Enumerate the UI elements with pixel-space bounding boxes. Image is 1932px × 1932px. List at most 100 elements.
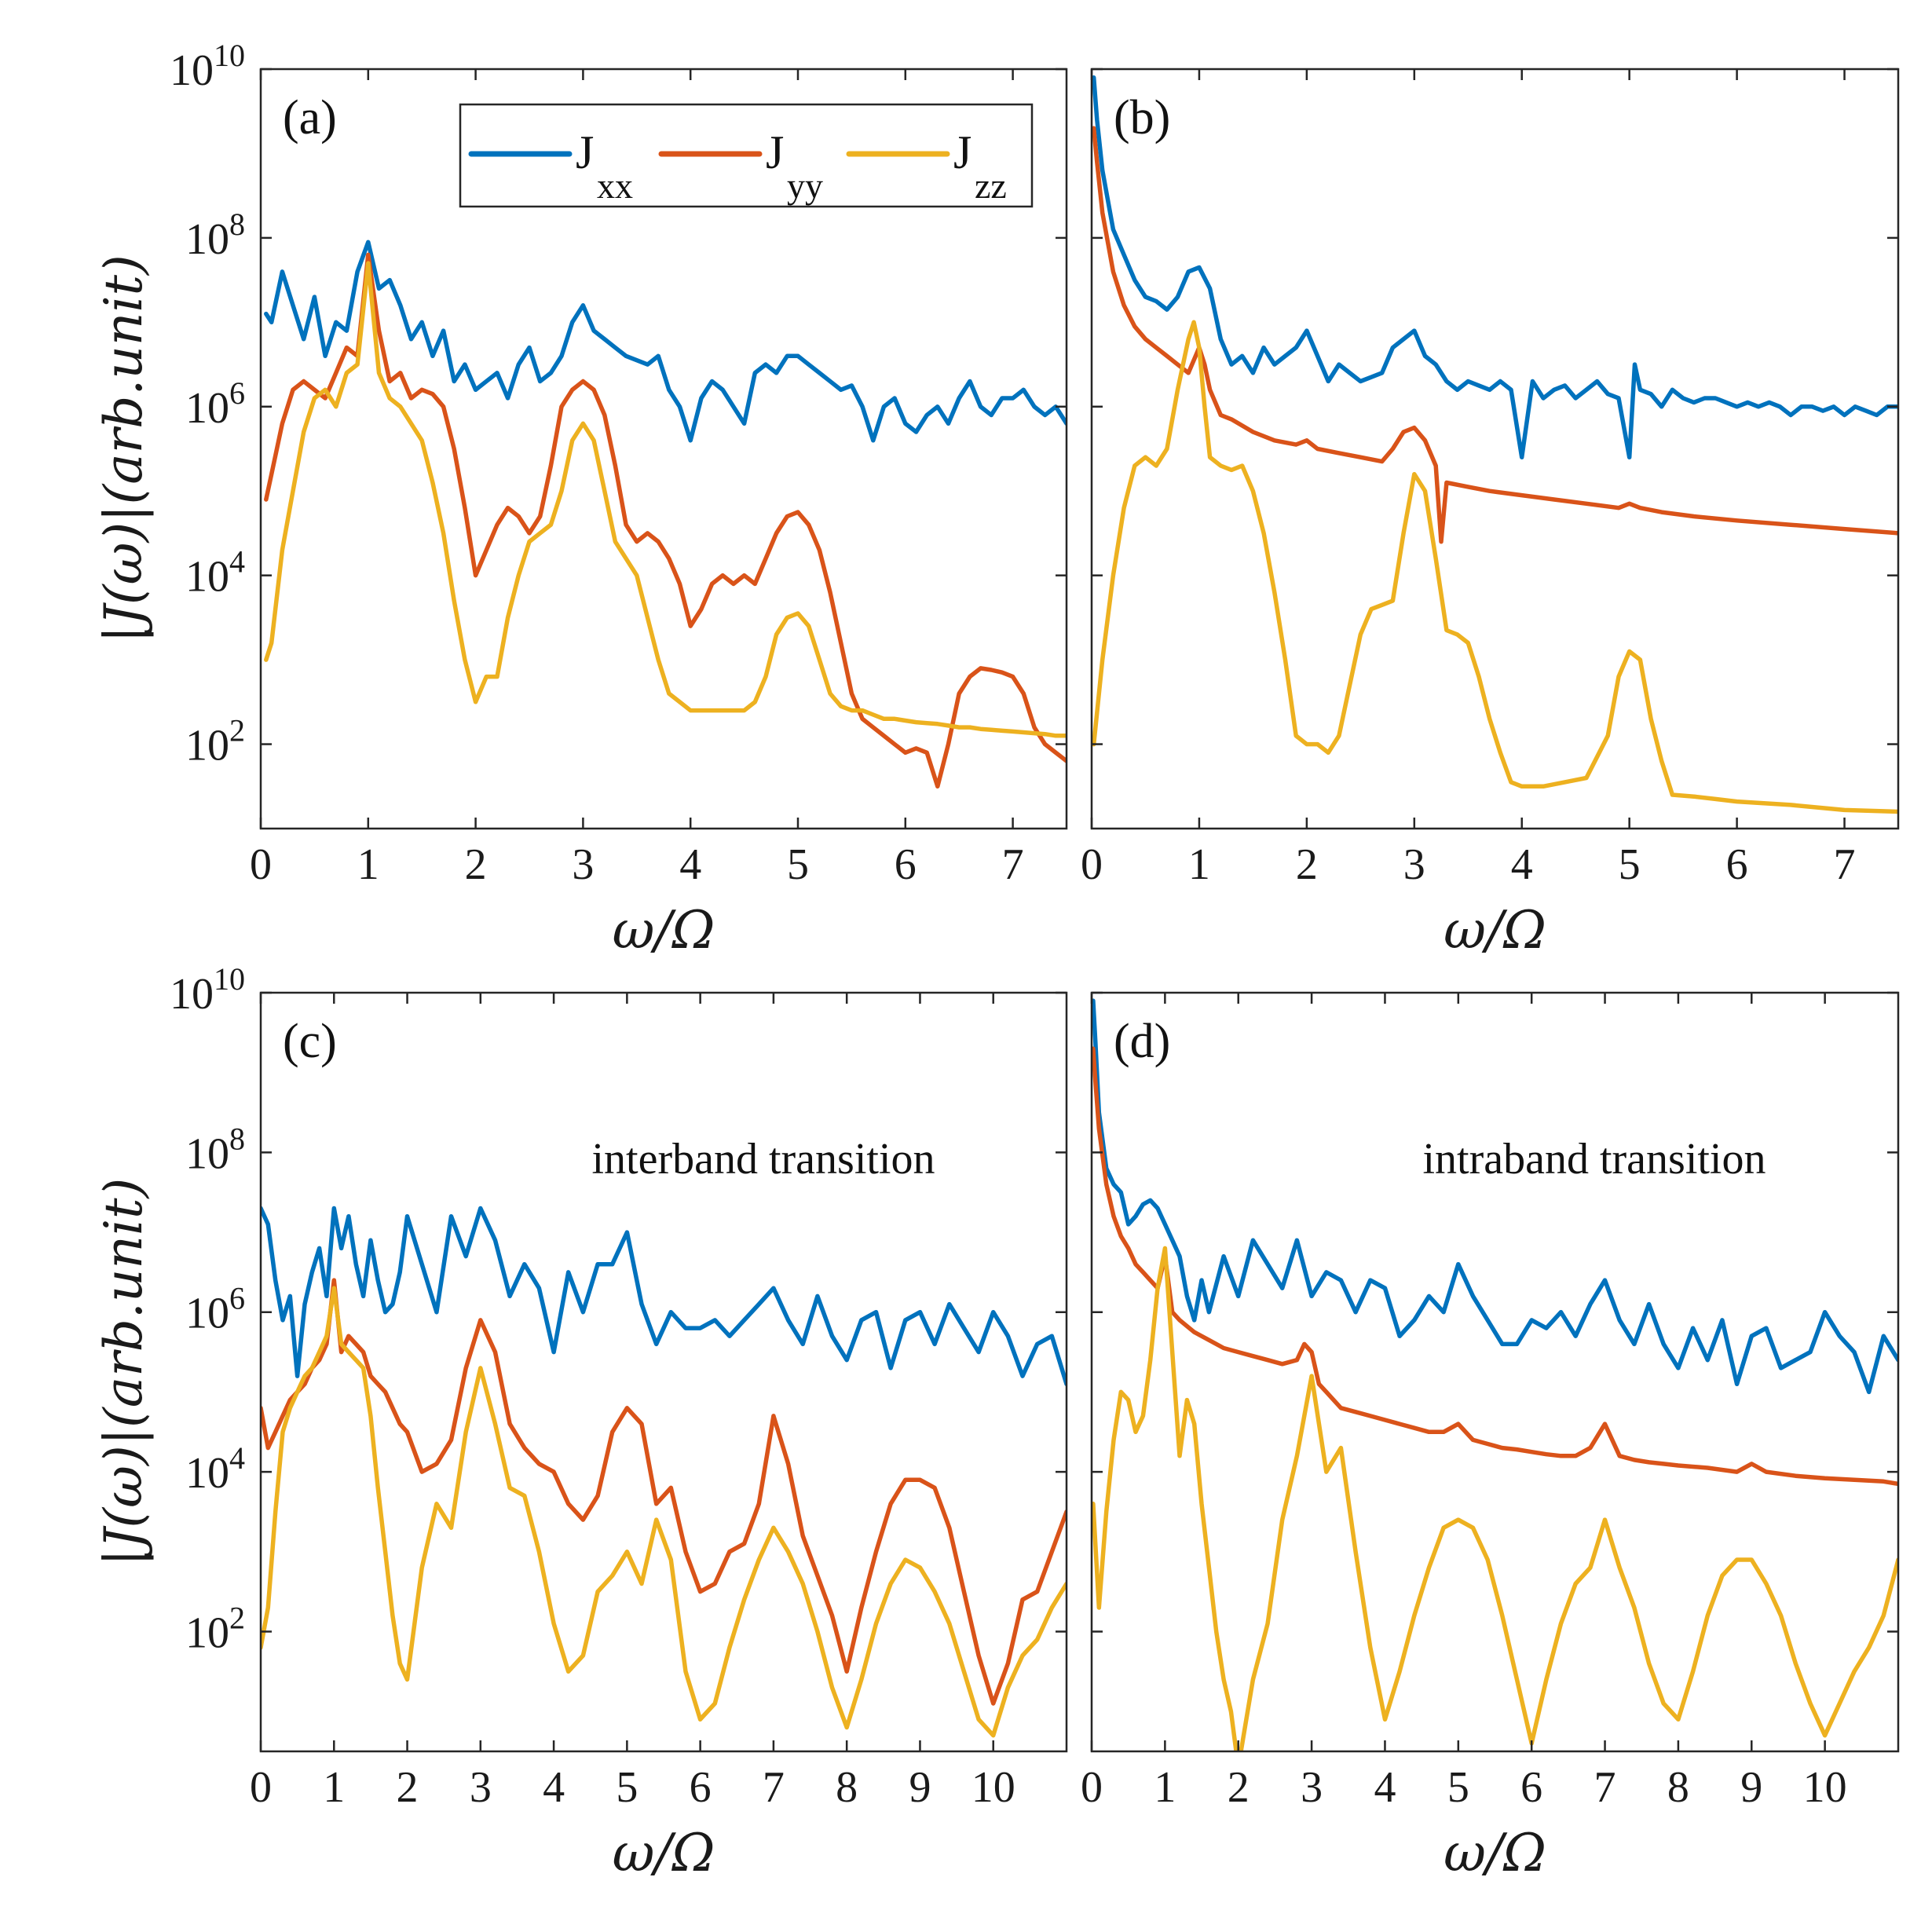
panel-label: (d) bbox=[1114, 1015, 1170, 1068]
panel-c: 0 1 2 3 4 5 6 7 8 9 101021041061081010ω/Ω|J(ω)|(ar… bbox=[93, 961, 1068, 1883]
axes-frame bbox=[1090, 68, 1900, 830]
y-tick-label: 106 bbox=[185, 375, 245, 433]
y-tick-mantissa: 10 bbox=[185, 215, 229, 264]
x-tick-label: 3 bbox=[572, 840, 594, 889]
series-group bbox=[1092, 75, 1898, 814]
x-tick-label: 3 bbox=[470, 1763, 492, 1812]
x-tick-label: 4 bbox=[679, 840, 701, 889]
y-tick-mantissa: 10 bbox=[185, 722, 229, 770]
x-axis-label: ω/Ω bbox=[613, 900, 715, 961]
series-line-jyy bbox=[1092, 1046, 1898, 1487]
series-line-jzz bbox=[1092, 1246, 1898, 1751]
y-axis-label: |J(ω)|(arb.unit) bbox=[93, 254, 154, 643]
annotation-text: interband transition bbox=[591, 1135, 935, 1184]
y-tick-label: 102 bbox=[185, 713, 245, 770]
axes-frame bbox=[259, 991, 1068, 1753]
y-tick-mantissa: 10 bbox=[185, 553, 229, 602]
x-tick-label: 6 bbox=[1520, 1763, 1542, 1812]
panel-label: (a) bbox=[283, 91, 337, 145]
y-tick-mantissa: 10 bbox=[185, 1608, 229, 1657]
y-tick-exponent: 8 bbox=[229, 1121, 245, 1156]
series-line-jzz bbox=[261, 1286, 1067, 1738]
y-tick-mantissa: 10 bbox=[185, 1129, 229, 1178]
x-tick-label: 4 bbox=[1374, 1763, 1396, 1812]
x-tick-label: 0 bbox=[1081, 1763, 1103, 1812]
x-tick-label: 2 bbox=[1296, 840, 1318, 889]
x-tick-label: 7 bbox=[1834, 840, 1856, 889]
series-line-jzz bbox=[264, 261, 1067, 738]
y-tick-mantissa: 10 bbox=[170, 46, 214, 95]
x-tick-label: 2 bbox=[465, 840, 487, 889]
legend-label-jxx: J bbox=[576, 126, 594, 178]
series-line-jyy bbox=[1092, 126, 1898, 544]
x-tick-label: 10 bbox=[1803, 1763, 1847, 1812]
x-axis-label: ω/Ω bbox=[1444, 900, 1546, 961]
legend-label-jyy: J bbox=[766, 126, 784, 178]
x-tick-label: 0 bbox=[250, 840, 272, 889]
y-tick-exponent: 6 bbox=[229, 1281, 245, 1316]
y-tick-mantissa: 10 bbox=[185, 384, 229, 433]
annotation-text: intraband transition bbox=[1422, 1135, 1766, 1184]
y-tick-label: 102 bbox=[185, 1600, 245, 1657]
series-line-jyy bbox=[264, 252, 1067, 789]
x-tick-label: 7 bbox=[1594, 1763, 1616, 1812]
series-line-jzz bbox=[1092, 320, 1898, 814]
x-tick-label: 9 bbox=[909, 1763, 931, 1812]
axes-frame bbox=[1090, 991, 1900, 1753]
x-tick-label: 5 bbox=[787, 840, 809, 889]
series-line-jxx bbox=[1092, 998, 1898, 1395]
series-line-jxx bbox=[264, 240, 1067, 443]
x-tick-label: 6 bbox=[690, 1763, 712, 1812]
y-tick-exponent: 10 bbox=[214, 38, 245, 73]
x-tick-label: 9 bbox=[1740, 1763, 1762, 1812]
x-tick-label: 1 bbox=[1188, 840, 1210, 889]
x-tick-label: 6 bbox=[895, 840, 917, 889]
x-axis-label: ω/Ω bbox=[613, 1823, 715, 1883]
panel-label: (b) bbox=[1114, 91, 1170, 145]
x-tick-label: 5 bbox=[1447, 1763, 1469, 1812]
x-tick-label: 8 bbox=[836, 1763, 858, 1812]
x-tick-label: 7 bbox=[1002, 840, 1024, 889]
series-group bbox=[264, 240, 1067, 789]
panel-d: 0 1 2 3 4 5 6 7 8 9 10 ω/Ω (d) intraband transition bbox=[1081, 991, 1900, 1883]
x-tick-label: 5 bbox=[616, 1763, 638, 1812]
x-tick-label: 2 bbox=[397, 1763, 419, 1812]
panel-label: (c) bbox=[283, 1015, 337, 1068]
y-tick-exponent: 4 bbox=[229, 1440, 245, 1476]
x-tick-label: 2 bbox=[1228, 1763, 1250, 1812]
y-tick-label: 104 bbox=[185, 544, 245, 602]
series-group bbox=[261, 1206, 1067, 1738]
x-tick-label: 3 bbox=[1403, 840, 1425, 889]
x-tick-label: 4 bbox=[1511, 840, 1533, 889]
legend-sub-jyy: yy bbox=[787, 166, 823, 206]
y-tick-label: 104 bbox=[185, 1440, 245, 1498]
x-tick-label: 1 bbox=[1154, 1763, 1176, 1812]
legend-label-jzz: J bbox=[953, 126, 971, 178]
legend-sub-jxx: xx bbox=[597, 166, 633, 206]
x-tick-label: 5 bbox=[1619, 840, 1641, 889]
series-group bbox=[1092, 998, 1898, 1751]
x-tick-label: 1 bbox=[323, 1763, 345, 1812]
y-axis-label: |J(ω)|(arb.unit) bbox=[93, 1178, 154, 1567]
series-line-jxx bbox=[1092, 75, 1898, 459]
y-tick-exponent: 2 bbox=[229, 713, 245, 748]
panel-b: 0 1 2 3 4 5 6 7 ω/Ω (b) bbox=[1081, 68, 1900, 961]
legend-sub-jzz: zz bbox=[975, 166, 1007, 206]
y-tick-label: 108 bbox=[185, 207, 245, 264]
y-tick-mantissa: 10 bbox=[185, 1449, 229, 1498]
x-axis-label: ω/Ω bbox=[1444, 1823, 1546, 1883]
x-tick-label: 6 bbox=[1726, 840, 1748, 889]
y-tick-label: 106 bbox=[185, 1281, 245, 1338]
y-tick-label: 1010 bbox=[170, 38, 245, 95]
y-tick-mantissa: 10 bbox=[170, 970, 214, 1019]
y-tick-mantissa: 10 bbox=[185, 1290, 229, 1338]
x-tick-label: 8 bbox=[1667, 1763, 1689, 1812]
panel-a: 0 1 2 3 4 5 6 71021041061081010ω/Ω|J(ω)|(arb.un… bbox=[93, 38, 1068, 961]
y-tick-label: 108 bbox=[185, 1121, 245, 1178]
y-tick-exponent: 8 bbox=[229, 207, 245, 242]
x-tick-label: 0 bbox=[1081, 840, 1103, 889]
x-tick-label: 10 bbox=[971, 1763, 1015, 1812]
x-tick-label: 1 bbox=[357, 840, 379, 889]
